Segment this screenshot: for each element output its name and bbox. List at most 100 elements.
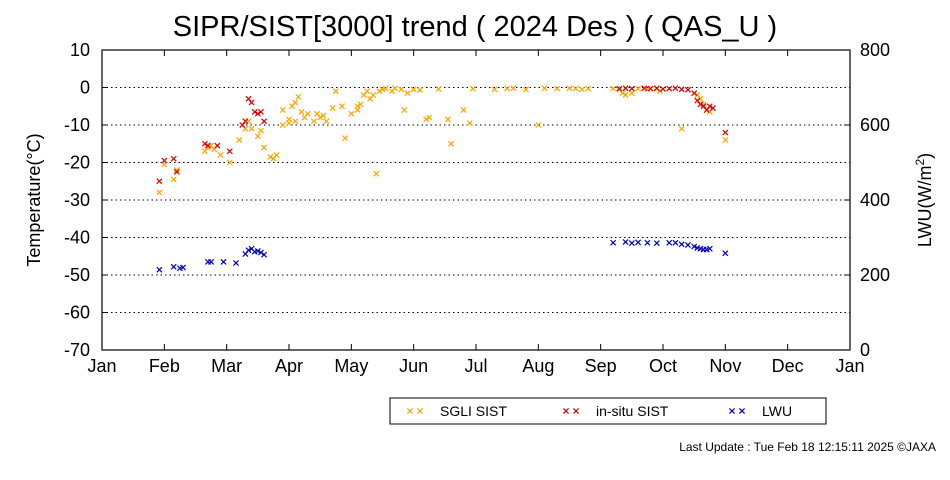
x-axis: Jan Feb Mar Apr May Jun Jul Aug Sep Oct Nov Dec Jan — [87, 50, 865, 376]
footer: Last Update : Tue Feb 18 12:15:11 2025 ©… — [679, 440, 936, 454]
data-point-sgli-sist — [401, 106, 408, 114]
data-point-sgli-sist — [619, 90, 626, 97]
data-points — [156, 85, 729, 273]
copyright-text: ©JAXA — [897, 440, 936, 454]
data-point-lwu — [170, 263, 177, 270]
data-point-sgli-sist — [572, 85, 579, 92]
y-tick-label: -30 — [64, 190, 90, 210]
x-tick-label: Nov — [709, 356, 741, 376]
x-tick-label: May — [334, 356, 368, 376]
y-axis-label: Temperature(°C) — [24, 133, 44, 266]
legend-box — [389, 397, 827, 425]
y2-axis-label-main: LWU(W/m — [915, 166, 935, 248]
data-point-sgli-sist — [279, 106, 286, 114]
data-point-sgli-sist — [469, 85, 476, 92]
data-point-sgli-sist — [697, 95, 704, 102]
data-point-lwu — [672, 239, 679, 246]
data-point-lwu — [208, 258, 215, 265]
data-point-sgli-sist — [254, 133, 261, 140]
data-point-sgli-sist — [678, 125, 685, 132]
data-point-lwu — [254, 247, 261, 255]
data-point-lwu — [691, 243, 698, 250]
data-point-sgli-sist — [423, 116, 430, 123]
data-point-sgli-sist — [156, 189, 163, 196]
data-point-sgli-sist — [226, 159, 233, 166]
x-tick-label: Sep — [585, 356, 617, 376]
data-point-sgli-sist — [391, 85, 398, 92]
data-point-in-situ-sist — [254, 110, 261, 117]
data-point-sgli-sist — [323, 118, 330, 125]
y2-tick-label: 600 — [860, 115, 890, 135]
data-point-in-situ-sist — [678, 86, 685, 93]
x-tick-label: Mar — [211, 356, 242, 376]
data-point-lwu — [180, 264, 187, 271]
data-point-sgli-sist — [298, 108, 305, 115]
data-point-sgli-sist — [566, 85, 573, 92]
data-point-lwu — [232, 259, 240, 267]
data-point-sgli-sist — [628, 90, 635, 97]
y-axis-right: 800 600 400 200 0 — [844, 40, 890, 360]
y-tick-label: 10 — [70, 40, 90, 60]
data-point-sgli-sist — [376, 88, 383, 95]
data-point-sgli-sist — [466, 120, 473, 127]
data-point-sgli-sist — [578, 86, 585, 93]
data-point-lwu — [706, 245, 713, 252]
y2-axis-label-sup: 2 — [913, 159, 927, 166]
legend-marker — [728, 407, 736, 415]
data-point-sgli-sist — [236, 136, 243, 144]
x-tick-label: Jan — [835, 356, 864, 376]
data-point-sgli-sist — [285, 120, 293, 127]
grid-lines — [102, 87, 850, 313]
data-point-sgli-sist — [310, 118, 317, 125]
x-tick-label: Jul — [464, 356, 487, 376]
data-point-lwu — [261, 251, 268, 258]
y2-tick-label: 400 — [860, 190, 890, 210]
y-tick-label: -40 — [64, 228, 90, 248]
data-point-sgli-sist — [522, 86, 529, 93]
data-point-in-situ-sist — [653, 85, 660, 92]
y2-tick-label: 800 — [860, 40, 890, 60]
last-update-text: Last Update : Tue Feb 18 12:15:11 2025 — [679, 440, 894, 454]
data-point-sgli-sist — [491, 86, 498, 93]
data-point-sgli-sist — [342, 135, 349, 142]
data-point-sgli-sist — [416, 87, 423, 94]
data-point-sgli-sist — [370, 91, 377, 99]
data-point-lwu — [684, 241, 691, 249]
y2-tick-label: 200 — [860, 265, 890, 285]
data-point-sgli-sist — [329, 105, 336, 112]
data-point-lwu — [220, 258, 227, 265]
y2-axis-label-end: ) — [915, 153, 935, 159]
x-tick-label: Jan — [87, 356, 116, 376]
legend-items: SGLI SIST in-situ SIST LWU — [406, 403, 792, 419]
data-point-sgli-sist — [363, 88, 370, 95]
legend-marker — [406, 407, 414, 415]
data-point-sgli-sist — [357, 101, 364, 108]
data-point-sgli-sist — [460, 106, 467, 114]
legend-marker — [562, 407, 570, 415]
data-point-lwu — [653, 240, 660, 247]
data-point-lwu — [628, 240, 635, 247]
data-point-in-situ-sist — [706, 103, 713, 110]
data-point-lwu — [622, 238, 629, 246]
data-point-sgli-sist — [273, 151, 280, 159]
data-point-sgli-sist — [444, 116, 451, 123]
data-point-in-situ-sist — [628, 85, 635, 92]
data-point-in-situ-sist — [257, 108, 264, 115]
data-point-sgli-sist — [541, 85, 548, 92]
legend-marker — [738, 407, 746, 415]
data-point-in-situ-sist — [173, 168, 180, 175]
y-tick-label: 0 — [80, 78, 90, 98]
data-point-in-situ-sist — [201, 140, 208, 147]
x-tick-label: Aug — [522, 356, 554, 376]
data-point-sgli-sist — [635, 85, 642, 92]
data-point-sgli-sist — [585, 85, 592, 92]
data-point-lwu — [635, 239, 642, 246]
x-tick-label: Feb — [149, 356, 180, 376]
data-point-lwu — [257, 249, 264, 256]
data-point-in-situ-sist — [722, 129, 729, 136]
data-point-sgli-sist — [348, 110, 355, 117]
legend-marker — [416, 407, 424, 415]
data-point-in-situ-sist — [647, 85, 654, 92]
data-point-in-situ-sist — [214, 142, 221, 149]
data-point-sgli-sist — [404, 90, 411, 97]
